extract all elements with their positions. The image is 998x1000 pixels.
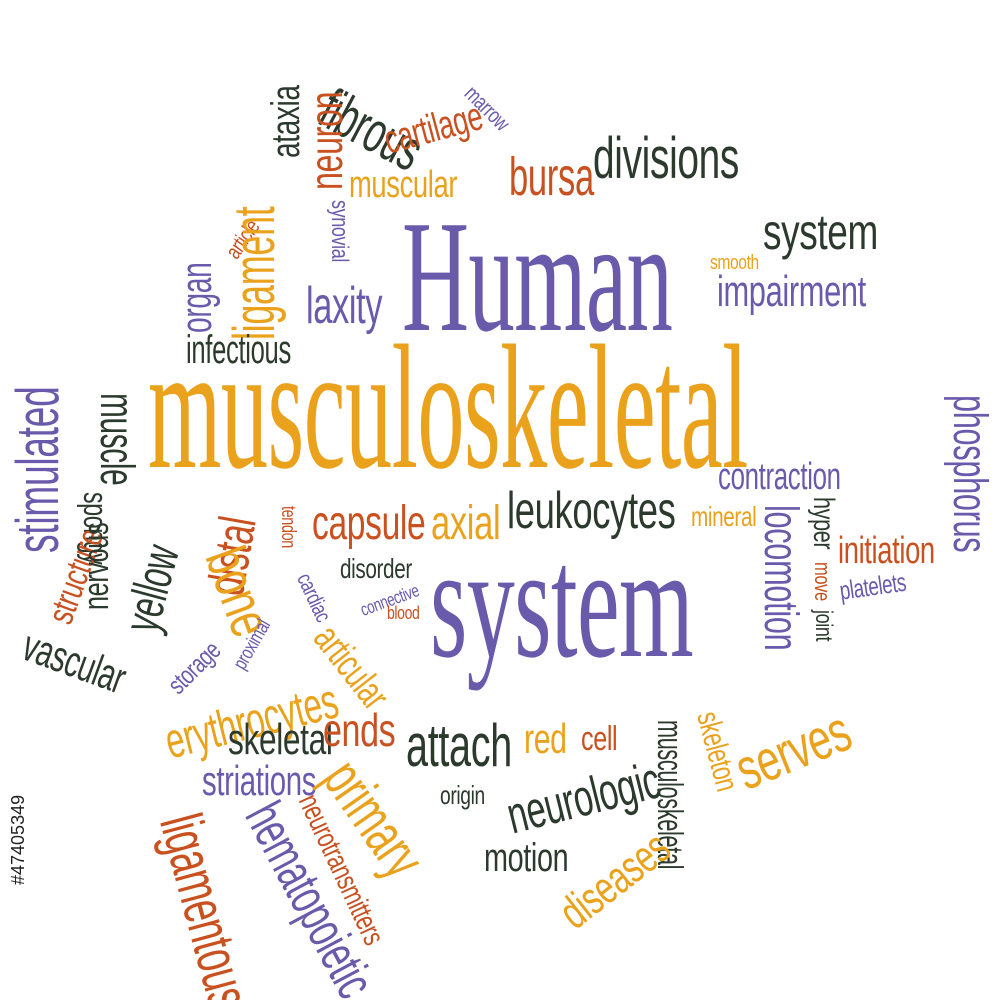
word-diseases: diseases	[549, 821, 680, 939]
word-muscle: muscle	[90, 393, 143, 486]
word-muscular: muscular	[349, 164, 458, 206]
stock-image-id: #47405349	[8, 794, 28, 885]
word-infectious: infectious	[186, 328, 291, 372]
word-cell: cell	[581, 720, 618, 758]
word-smooth: smooth	[710, 252, 759, 274]
word-system-main: system	[430, 513, 694, 691]
word-move: move	[810, 562, 835, 601]
word-skeletal: skeletal	[228, 715, 333, 764]
word-synovial: synovial	[326, 200, 353, 263]
word-musculoskeletal-main: musculoskeletal	[148, 308, 748, 506]
word-origin: origin	[440, 780, 485, 810]
word-striations: striations	[202, 757, 317, 804]
word-vascular: vascular	[16, 621, 133, 704]
word-divisions: divisions	[593, 126, 740, 191]
word-motion: motion	[484, 836, 569, 880]
word-stimulated: stimulated	[4, 386, 71, 553]
word-serves: serves	[726, 698, 860, 803]
word-system-small: system	[763, 204, 878, 260]
word-attach: attach	[406, 712, 512, 779]
word-impairment: impairment	[717, 267, 866, 316]
word-neuron: neuron	[300, 91, 352, 190]
word-capsule: capsule	[312, 497, 426, 550]
word-joint: joint	[810, 610, 837, 642]
word-initiation: initiation	[838, 530, 935, 572]
word-red: red	[524, 715, 567, 762]
word-leukocytes: leukocytes	[507, 482, 676, 540]
word-blood: blood	[387, 603, 420, 623]
word-laxity: laxity	[306, 277, 383, 335]
word-ligament: ligament	[222, 206, 287, 340]
word-axial: axial	[431, 497, 501, 550]
word-storage: storage	[161, 635, 227, 700]
word-locomotion: locomotion	[754, 505, 807, 651]
word-tendon: tendon	[277, 506, 299, 548]
word-ends: ends	[323, 704, 396, 756]
word-contraction: contraction	[718, 456, 841, 498]
word-organ: organ	[172, 262, 221, 333]
word-disorder: disorder	[340, 553, 412, 584]
word-bursa: bursa	[509, 147, 594, 207]
word-yellow: yellow	[113, 539, 190, 638]
word-mineral: mineral	[691, 501, 757, 532]
word-human: Human	[402, 187, 673, 365]
word-phosphorus: phosphorus	[943, 395, 996, 553]
word-platelets: platelets	[837, 566, 908, 606]
word-nervous: nervous	[75, 522, 116, 610]
word-cardiac: cardiac	[292, 569, 337, 626]
word-hyper: hyper	[807, 497, 840, 550]
